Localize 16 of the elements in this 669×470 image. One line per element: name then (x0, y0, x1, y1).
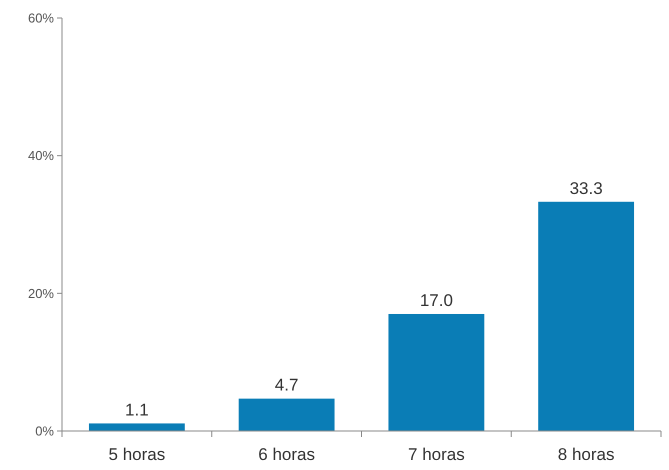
data-label: 17.0 (420, 290, 453, 310)
x-tick-label: 5 horas (108, 445, 166, 464)
bar (88, 423, 185, 431)
data-label: 33.3 (570, 178, 603, 198)
y-tick-label: 0% (35, 424, 54, 439)
bar (538, 202, 634, 431)
x-tick-label: 8 horas (558, 445, 614, 464)
bar (388, 314, 484, 431)
bar (238, 398, 335, 431)
y-tick-label: 20% (28, 286, 54, 301)
y-tick-label: 40% (28, 148, 54, 164)
x-tick-label: 6 horas (258, 445, 315, 464)
y-tick-label: 60% (28, 10, 54, 26)
data-label: 1.1 (125, 400, 149, 420)
x-tick-label: 7 horas (408, 445, 465, 464)
data-label: 4.7 (274, 376, 298, 395)
